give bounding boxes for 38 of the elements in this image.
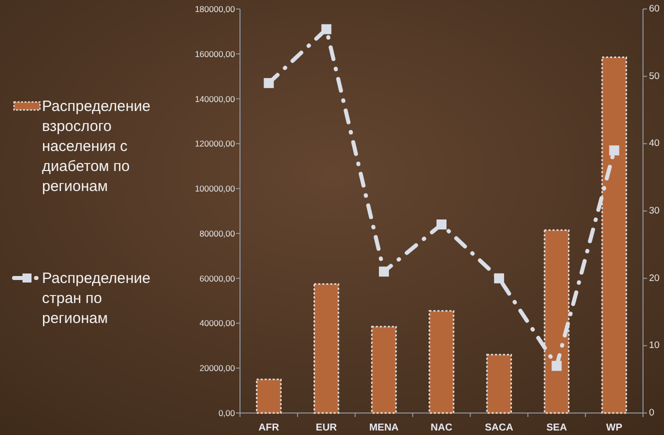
point [436, 219, 446, 230]
bar [371, 326, 397, 414]
y2-tick-label: 30 [649, 206, 660, 216]
point [264, 78, 274, 88]
y2-tick-label: 40 [649, 138, 660, 150]
y-tick-label: 0,00 [218, 408, 236, 418]
point [552, 360, 562, 371]
y-tick-label: 60000,00 [200, 273, 236, 284]
bar [428, 310, 454, 414]
y-tick-label: 180000,00 [194, 4, 236, 14]
y-tick-label: 140000,00 [194, 94, 236, 104]
legend-label: Распределение стран по регионам [42, 270, 151, 326]
y2-tick-label: 60 [649, 4, 660, 14]
y2-tick-label: 10 [649, 340, 660, 352]
x-tick-label: AFR [258, 422, 280, 434]
y-tick-label: 20000,00 [200, 363, 236, 374]
point [494, 273, 504, 284]
legend-label: Распределение взрослого населения с диабетом по регионам [42, 98, 151, 194]
x-tick-label: WP [606, 422, 623, 434]
bar [314, 283, 340, 414]
x-tick-label: EUR [316, 422, 338, 434]
y2-tick-label: 0 [649, 408, 654, 418]
y-tick-label: 80000,00 [200, 228, 236, 238]
y-tick-label: 100000,00 [194, 184, 236, 194]
y-tick-label: 120000,00 [194, 138, 236, 149]
point [609, 145, 620, 156]
point [378, 266, 389, 277]
point [321, 24, 332, 34]
bar [486, 354, 512, 414]
y2-tick-label: 20 [649, 272, 660, 284]
y2-tick-label: 50 [649, 70, 660, 82]
bar [256, 378, 282, 414]
x-tick-label: SACA [484, 422, 514, 434]
y-tick-label: 160000,00 [194, 48, 236, 59]
y-tick-label: 40000,00 [200, 318, 236, 328]
x-tick-label: NAC [430, 422, 452, 434]
x-tick-label: SEA [546, 422, 567, 434]
x-tick-label: MENA [369, 422, 399, 434]
